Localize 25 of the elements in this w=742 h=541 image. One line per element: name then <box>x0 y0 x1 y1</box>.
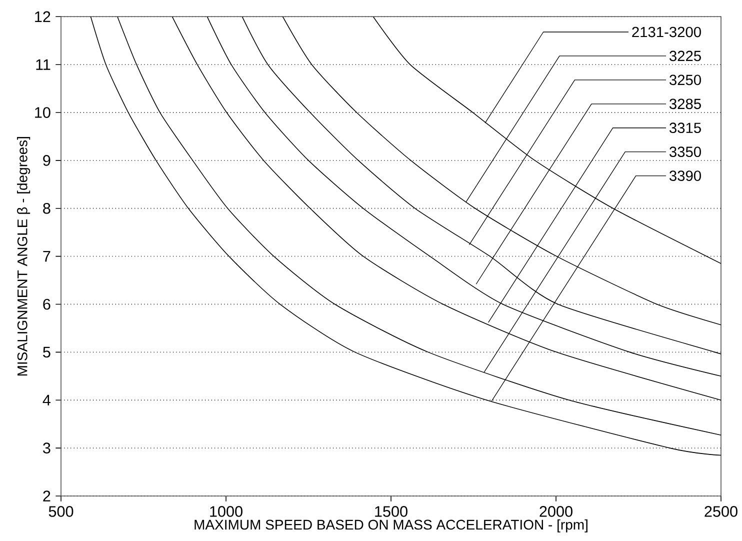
annotation: 3390 <box>670 170 701 181</box>
x-tick-label: 1500 <box>375 506 408 517</box>
y-tick-label: 9 <box>43 155 50 166</box>
y-tick-label: 6 <box>43 298 50 310</box>
x-tick-label: 2500 <box>704 506 738 517</box>
y-tick-label: 2 <box>43 490 50 502</box>
annotation: 3285 <box>670 98 701 110</box>
x-tick-label: 500 <box>48 506 74 517</box>
y-tick-label: 3 <box>43 442 50 454</box>
x-axis-title: MAXIMUM SPEED BASED ON MASS ACCELERATION - [rpm] <box>194 519 588 532</box>
y-tick-label: 12 <box>35 11 50 22</box>
annotation: 3225 <box>670 50 701 62</box>
annotation: 2131-3200 <box>632 26 701 38</box>
y-tick-label: 8 <box>43 202 50 214</box>
y-axis-title: MISALIGNMENT ANGLE β - [degrees] <box>17 137 30 376</box>
y-tick-label: 7 <box>43 251 50 262</box>
annotation: 3250 <box>670 74 701 86</box>
annotation: 3350 <box>670 146 701 158</box>
y-tick-label: 10 <box>35 107 50 118</box>
y-tick-label: 5 <box>43 346 50 358</box>
y-tick-label: 11 <box>36 59 50 70</box>
annotation: 3315 <box>670 122 701 134</box>
x-tick-label: 2000 <box>540 506 572 517</box>
x-tick-label: 1000 <box>210 506 242 517</box>
y-tick-label: 4 <box>42 394 51 406</box>
